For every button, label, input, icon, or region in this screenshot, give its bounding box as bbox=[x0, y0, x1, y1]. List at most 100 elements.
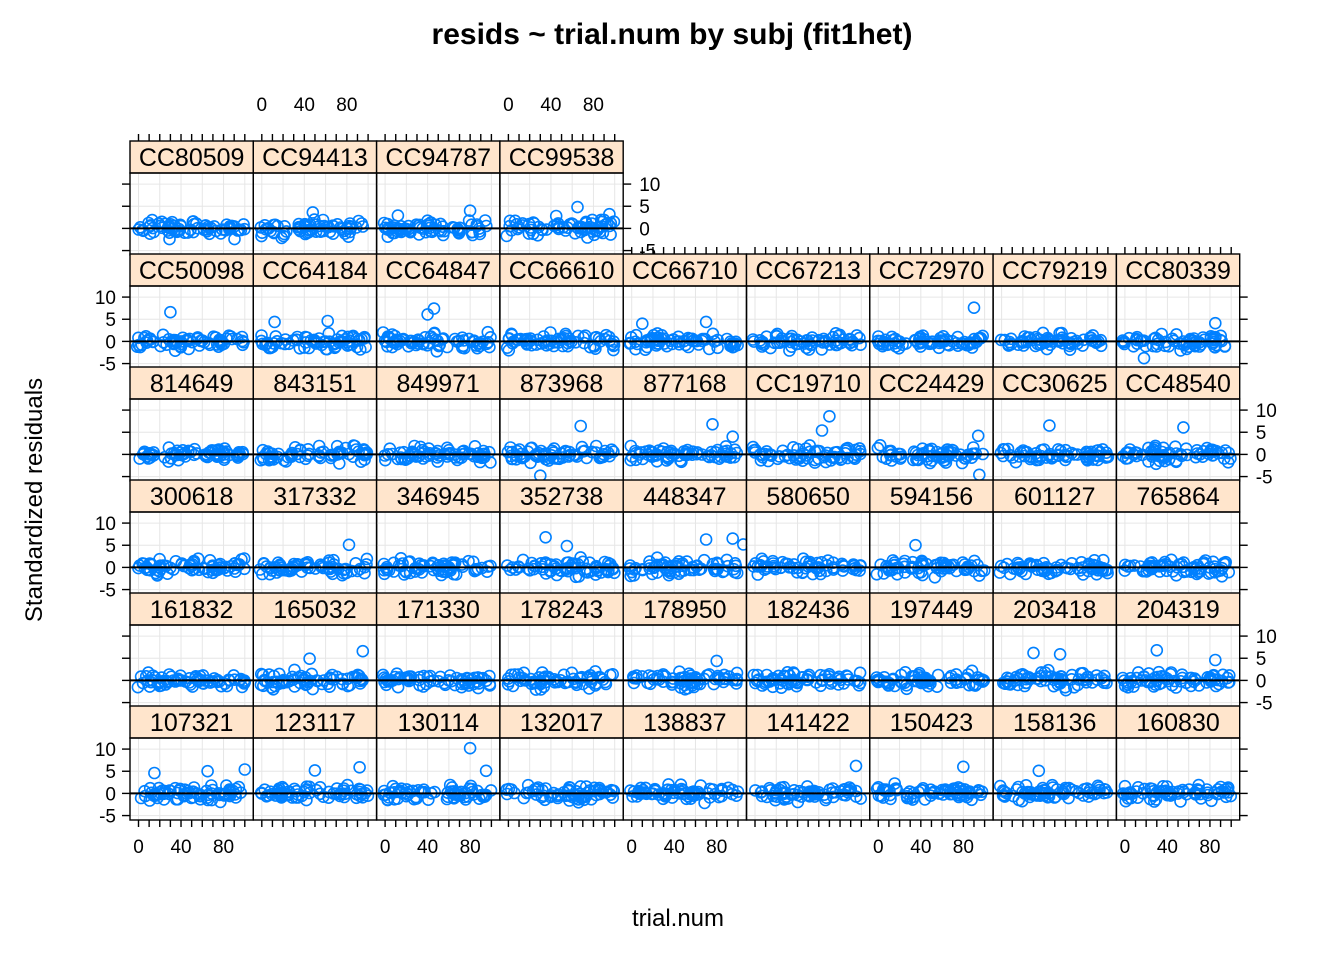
strip-label: 158136 bbox=[1013, 709, 1096, 737]
data-point bbox=[501, 445, 515, 459]
strip-label: 150423 bbox=[890, 709, 973, 737]
y-tick-label: 0 bbox=[105, 558, 116, 579]
data-point bbox=[873, 438, 887, 452]
strip-label: CC19710 bbox=[755, 370, 861, 398]
data-point bbox=[803, 789, 816, 803]
data-point bbox=[299, 783, 313, 797]
data-point bbox=[293, 450, 307, 464]
panel-frame bbox=[869, 737, 994, 821]
data-point bbox=[321, 677, 335, 691]
panel-CC24429: CC24429 bbox=[869, 366, 994, 482]
data-point bbox=[909, 446, 923, 460]
data-point bbox=[525, 338, 538, 352]
data-point bbox=[806, 567, 820, 581]
data-point bbox=[346, 331, 360, 344]
y-tick-label: 5 bbox=[105, 762, 116, 783]
data-point bbox=[394, 223, 408, 236]
data-point bbox=[229, 782, 243, 796]
data-point bbox=[781, 557, 795, 571]
panel-frame bbox=[869, 285, 994, 369]
panel-frame bbox=[375, 737, 501, 821]
strip-label: 160830 bbox=[1136, 709, 1219, 737]
panel-CC66610: CC66610 bbox=[499, 253, 624, 369]
panel-frame bbox=[375, 172, 501, 256]
data-point bbox=[324, 451, 338, 465]
panel-CC64847: CC64847 bbox=[375, 253, 501, 369]
data-point bbox=[764, 341, 777, 355]
data-point bbox=[646, 449, 660, 463]
outlier-point bbox=[427, 302, 441, 315]
data-point bbox=[604, 788, 617, 802]
data-point bbox=[605, 337, 619, 351]
data-point bbox=[829, 446, 843, 459]
data-point bbox=[132, 223, 145, 236]
data-point bbox=[468, 564, 482, 578]
panel-843151: 843151 bbox=[252, 366, 378, 482]
data-point bbox=[516, 671, 530, 685]
data-point bbox=[584, 675, 598, 689]
data-point bbox=[895, 676, 909, 689]
panel-points bbox=[500, 326, 621, 357]
data-point bbox=[189, 669, 203, 683]
panel-grid-lines bbox=[993, 286, 1117, 368]
data-point bbox=[352, 214, 365, 228]
data-point bbox=[585, 213, 599, 227]
strip-bg bbox=[252, 479, 378, 513]
outlier-point bbox=[737, 538, 747, 551]
x-tick-label: 80 bbox=[460, 837, 481, 858]
data-point bbox=[899, 337, 913, 350]
data-point bbox=[1035, 666, 1048, 679]
data-point bbox=[210, 563, 224, 577]
strip-bg bbox=[499, 366, 624, 400]
panel-352738: 352738 bbox=[499, 479, 624, 595]
data-point bbox=[284, 450, 298, 464]
data-point bbox=[391, 680, 405, 694]
x-tick-label: 40 bbox=[170, 837, 191, 858]
data-point bbox=[303, 218, 317, 231]
panel-frame bbox=[499, 285, 624, 369]
data-point bbox=[724, 339, 737, 353]
data-point bbox=[997, 788, 1011, 802]
panel-CC19710: CC19710 bbox=[745, 366, 871, 482]
data-point bbox=[951, 339, 965, 353]
panel-grid-lines bbox=[993, 512, 1117, 594]
panel-grid-lines bbox=[499, 738, 624, 820]
data-point bbox=[1166, 332, 1179, 346]
data-point bbox=[1161, 788, 1174, 802]
x-tick-label: 80 bbox=[336, 95, 357, 116]
data-point bbox=[436, 565, 450, 579]
data-point bbox=[471, 671, 485, 684]
data-point bbox=[558, 444, 572, 458]
data-point bbox=[505, 224, 518, 237]
strip-label: 580650 bbox=[766, 483, 849, 511]
data-point bbox=[219, 224, 232, 237]
data-point bbox=[266, 675, 280, 689]
panel-grid-lines bbox=[1116, 625, 1240, 707]
panel-frame bbox=[129, 737, 255, 821]
panel-points bbox=[623, 532, 747, 583]
data-point bbox=[1148, 795, 1161, 808]
panel-grid-lines bbox=[376, 738, 500, 820]
panel-frame bbox=[992, 398, 1118, 482]
outlier-point bbox=[479, 764, 493, 778]
data-point bbox=[1038, 666, 1052, 679]
data-point bbox=[280, 788, 293, 802]
data-point bbox=[841, 670, 854, 683]
data-point bbox=[394, 559, 408, 573]
panel-448347: 448347 bbox=[622, 479, 748, 595]
data-point bbox=[517, 666, 531, 680]
panel-grid-lines bbox=[130, 399, 254, 481]
panel-points bbox=[624, 417, 744, 469]
panel-points bbox=[623, 315, 744, 357]
data-point bbox=[431, 455, 445, 468]
data-point bbox=[1149, 457, 1163, 471]
data-point bbox=[257, 556, 271, 570]
data-point bbox=[1074, 667, 1088, 680]
outlier-point bbox=[706, 417, 719, 431]
x-tick-label: 80 bbox=[583, 95, 604, 116]
data-point bbox=[823, 783, 837, 797]
panel-317332: 317332 bbox=[252, 479, 378, 595]
data-point bbox=[883, 337, 897, 351]
data-point bbox=[456, 677, 469, 691]
strip-bg bbox=[129, 705, 255, 739]
